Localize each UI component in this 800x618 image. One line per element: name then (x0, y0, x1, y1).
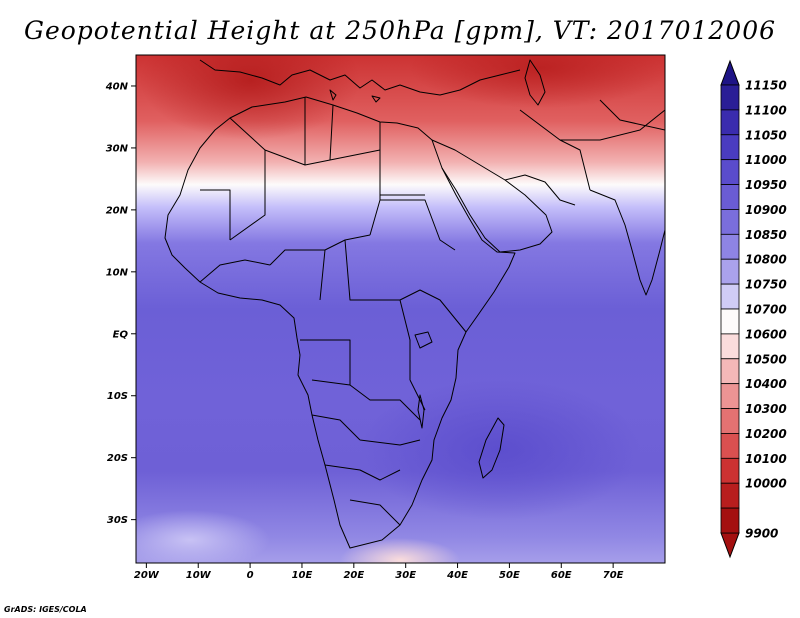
asia-borders (519, 99, 665, 191)
colorbar-swatch (720, 159, 740, 185)
mediterranean-islands (329, 89, 381, 103)
high-core-west (140, 55, 360, 140)
lat-tick-label: 10S (107, 391, 128, 402)
lat-tick-label: 20N (106, 205, 129, 216)
colorbar-level-label: 10950 (745, 178, 787, 192)
colorbar-swatch (720, 109, 740, 136)
colorbar-level-label: 10400 (745, 377, 787, 391)
colorbar-level-label: 10600 (745, 327, 787, 341)
lon-tick-label: 30E (395, 570, 416, 581)
colorbar-swatch (720, 184, 740, 210)
lat-tick-label: 10N (106, 267, 129, 278)
colorbar-level-label: 10300 (745, 402, 787, 416)
lon-tick-label: 20E (343, 570, 364, 581)
ridge-south (340, 538, 460, 563)
lon-tick-label: 70E (603, 570, 624, 581)
plot-frame (135, 54, 666, 564)
colorbar-swatch (720, 383, 740, 409)
lon-tick-label: 10W (186, 570, 212, 581)
coastlines (164, 59, 665, 549)
caspian-sea (524, 59, 546, 106)
grads-credit: GrADS: IGES/COLA (4, 605, 87, 614)
country-borders-south (300, 339, 426, 526)
colorbar-bottom-arrow (720, 532, 740, 559)
colorbar-swatch (720, 358, 740, 385)
country-borders-central (199, 199, 467, 380)
colorbar-swatch (720, 507, 740, 534)
lon-tick-label: 20W (134, 570, 160, 581)
colorbar-level-label: 10850 (745, 228, 787, 242)
colorbar-swatch (720, 209, 740, 235)
colorbar-level-label: 10800 (745, 253, 787, 267)
colorbar-swatch (720, 258, 740, 285)
colorbar-level-label: 11000 (745, 153, 787, 167)
high-core-east (410, 55, 665, 108)
lon-tick-label: 40E (446, 570, 468, 581)
lat-tick-label: 40N (105, 81, 129, 92)
map-title: Geopotential Height at 250hPa [gpm], VT:… (23, 16, 777, 45)
colorbar-swatch (720, 84, 740, 111)
lon-tick-label: 0 (247, 570, 254, 581)
colorbar-swatch (720, 482, 740, 509)
colorbar-swatch (720, 134, 740, 161)
colorbar-swatch (720, 457, 740, 484)
colorbar: 11150 11100 11050 11000 10950 10900 10850 10800… (720, 59, 787, 559)
colorbar-top-arrow (720, 59, 740, 86)
lon-tick-label: 10E (292, 570, 313, 581)
persian-gulf (504, 174, 576, 206)
lat-tick-label: 20S (107, 453, 128, 464)
colorbar-level-label: 11150 (745, 79, 787, 93)
light-southwest (136, 510, 270, 563)
lon-tick-label: 60E (551, 570, 572, 581)
colorbar-level-label: 10100 (745, 452, 787, 466)
colorbar-swatch (720, 308, 740, 335)
colorbar-level-label: 10900 (745, 203, 787, 217)
height-field (136, 55, 665, 563)
colorbar-level-label: 11050 (745, 128, 787, 142)
colorbar-level-label: 10750 (745, 278, 787, 292)
lat-tick-label: 30N (106, 143, 129, 154)
india-coast (589, 189, 665, 296)
lon-tick-label: 50E (499, 570, 520, 581)
lake-victoria (414, 331, 433, 349)
colorbar-level-label: 10700 (745, 303, 787, 317)
colorbar-level-label: 9900 (745, 527, 778, 541)
colorbar-level-label: 10500 (745, 352, 787, 366)
arabia-coast (431, 139, 553, 253)
madagascar (478, 417, 505, 479)
colorbar-level-label: 10000 (745, 477, 787, 491)
country-borders-north (200, 97, 425, 241)
colorbar-swatch (720, 433, 740, 459)
lake-malawi (417, 394, 425, 429)
europe-coast (199, 59, 521, 96)
colorbar-swatch (720, 283, 740, 310)
colorbar-swatch (720, 233, 740, 260)
lat-tick-label: 30S (107, 515, 128, 526)
colorbar-swatch (720, 333, 740, 360)
colorbar-level-label: 11100 (745, 103, 787, 117)
longitude-axis: 20W 10W 0 10E 20E 30E 40E 50E 60E 70E (134, 563, 624, 581)
colorbar-level-label: 10200 (745, 427, 787, 441)
latitude-axis: 40N 30N 20N 10N EQ 10S 20S 30S (105, 81, 136, 526)
lat-tick-label: EQ (113, 329, 129, 340)
colorbar-swatch (720, 408, 740, 434)
